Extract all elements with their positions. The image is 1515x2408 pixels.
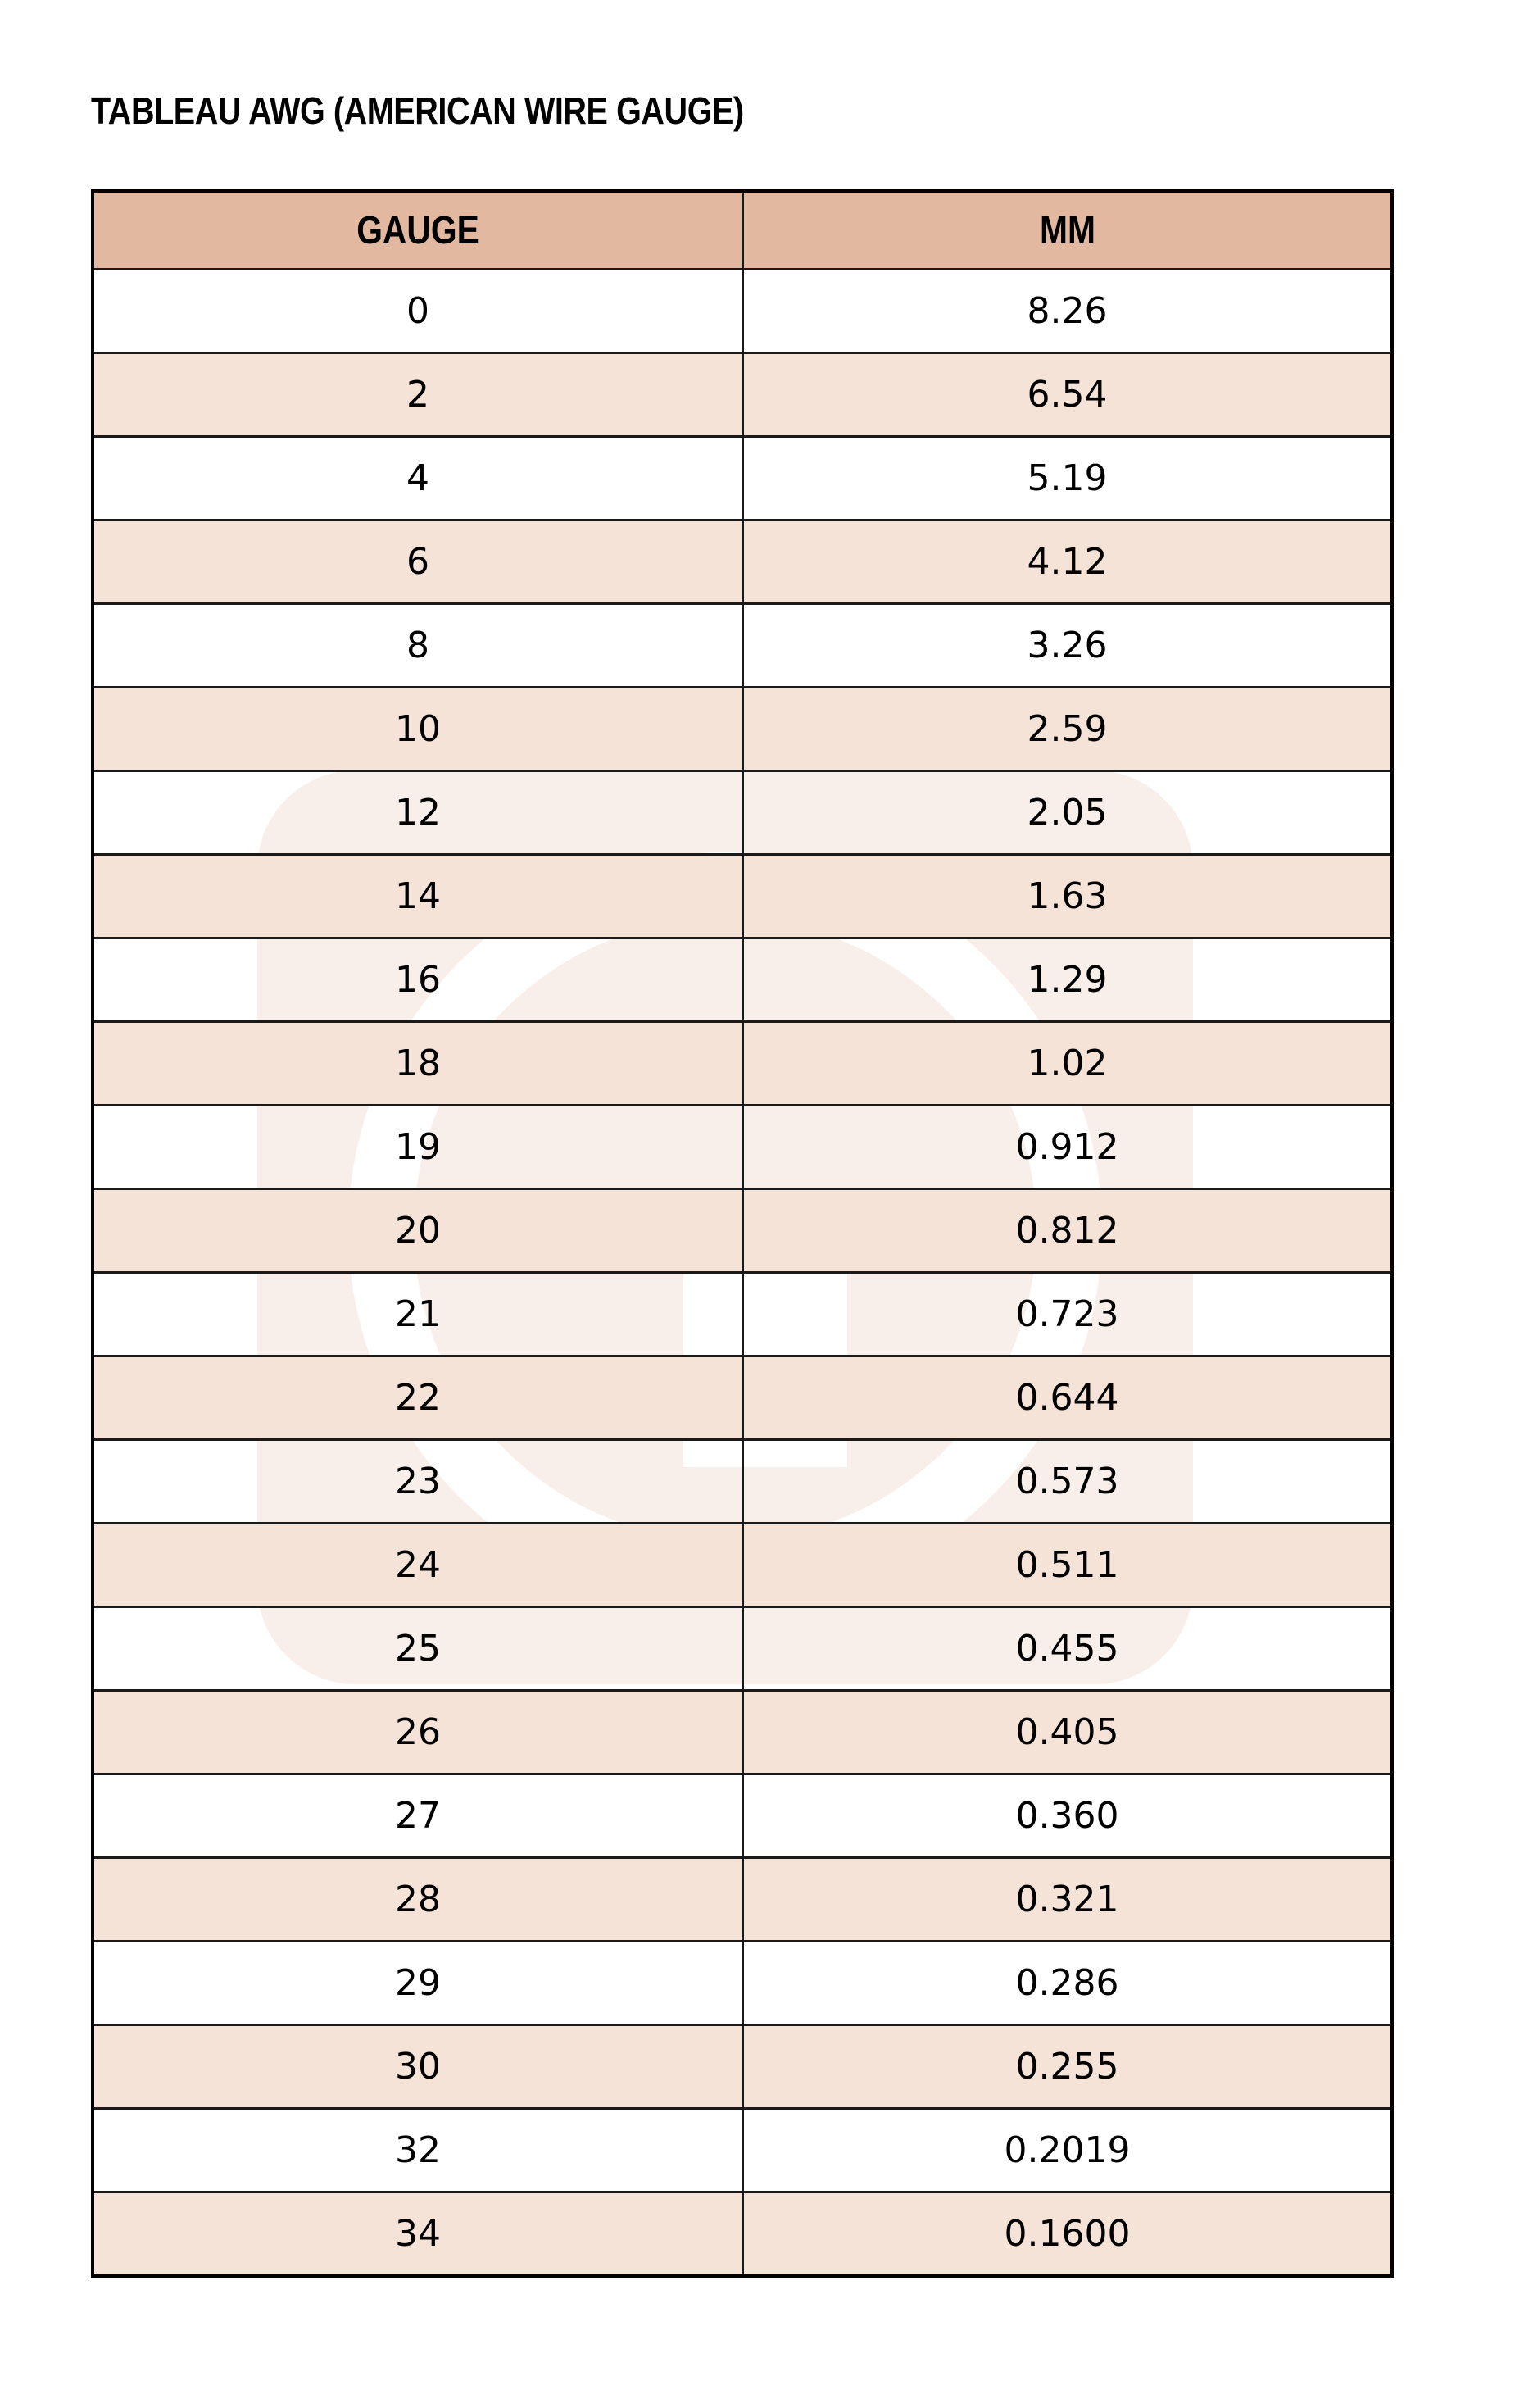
gauge-cell: 27 <box>91 1773 744 1859</box>
mm-cell: 4.12 <box>742 519 1394 605</box>
mm-cell: 0.321 <box>742 1856 1394 1942</box>
table-row: 6 4.12 <box>91 519 1394 605</box>
table-row: 4 5.19 <box>91 435 1394 521</box>
gauge-cell: 26 <box>91 1689 744 1775</box>
mm-cell: 0.255 <box>742 2024 1394 2110</box>
mm-cell: 2.05 <box>742 770 1394 856</box>
mm-cell: 1.29 <box>742 937 1394 1023</box>
gauge-cell: 4 <box>91 435 744 521</box>
mm-cell: 0.573 <box>742 1438 1394 1524</box>
header-label: GAUGE <box>356 208 479 252</box>
mm-cell: 8.26 <box>742 268 1394 354</box>
table-row: 2 6.54 <box>91 352 1394 438</box>
gauge-cell: 19 <box>91 1104 744 1190</box>
table-row: 19 0.912 <box>91 1104 1394 1190</box>
column-header-mm: MM <box>742 189 1394 270</box>
gauge-cell: 24 <box>91 1522 744 1608</box>
mm-cell: 0.2019 <box>742 2107 1394 2193</box>
mm-cell: 0.723 <box>742 1271 1394 1357</box>
table-row: 16 1.29 <box>91 937 1394 1023</box>
mm-cell: 0.405 <box>742 1689 1394 1775</box>
table-row: 23 0.573 <box>91 1438 1394 1524</box>
mm-cell: 0.1600 <box>742 2191 1394 2278</box>
mm-cell: 0.812 <box>742 1188 1394 1274</box>
mm-cell: 0.511 <box>742 1522 1394 1608</box>
mm-cell: 1.02 <box>742 1020 1394 1106</box>
table-row: 8 3.26 <box>91 602 1394 688</box>
gauge-cell: 23 <box>91 1438 744 1524</box>
table-row: 34 0.1600 <box>91 2191 1394 2278</box>
gauge-cell: 2 <box>91 352 744 438</box>
gauge-cell: 21 <box>91 1271 744 1357</box>
gauge-cell: 25 <box>91 1606 744 1692</box>
page-title: TABLEAU AWG (AMERICAN WIRE GAUGE) <box>91 89 744 132</box>
gauge-cell: 34 <box>91 2191 744 2278</box>
mm-cell: 0.912 <box>742 1104 1394 1190</box>
gauge-cell: 12 <box>91 770 744 856</box>
table-row: 14 1.63 <box>91 853 1394 939</box>
gauge-cell: 30 <box>91 2024 744 2110</box>
gauge-cell: 22 <box>91 1355 744 1441</box>
table-header-row: GAUGE MM <box>91 189 1394 270</box>
gauge-cell: 0 <box>91 268 744 354</box>
table-row: 10 2.59 <box>91 686 1394 772</box>
gauge-cell: 32 <box>91 2107 744 2193</box>
mm-cell: 3.26 <box>742 602 1394 688</box>
mm-cell: 1.63 <box>742 853 1394 939</box>
mm-cell: 0.360 <box>742 1773 1394 1859</box>
table-row: 18 1.02 <box>91 1020 1394 1106</box>
table-row: 30 0.255 <box>91 2024 1394 2110</box>
table-row: 24 0.511 <box>91 1522 1394 1608</box>
gauge-cell: 16 <box>91 937 744 1023</box>
mm-cell: 0.644 <box>742 1355 1394 1441</box>
table-row: 21 0.723 <box>91 1271 1394 1357</box>
column-header-gauge: GAUGE <box>91 189 744 270</box>
mm-cell: 6.54 <box>742 352 1394 438</box>
table-row: 27 0.360 <box>91 1773 1394 1859</box>
awg-table: GAUGE MM 0 8.26 2 6.54 4 5.19 6 4.12 8 3.26 10 2.59… <box>91 189 1394 2278</box>
gauge-cell: 29 <box>91 1940 744 2026</box>
table-row: 29 0.286 <box>91 1940 1394 2026</box>
mm-cell: 2.59 <box>742 686 1394 772</box>
table-row: 26 0.405 <box>91 1689 1394 1775</box>
gauge-cell: 20 <box>91 1188 744 1274</box>
gauge-cell: 14 <box>91 853 744 939</box>
gauge-cell: 8 <box>91 602 744 688</box>
table-row: 28 0.321 <box>91 1856 1394 1942</box>
table-row: 22 0.644 <box>91 1355 1394 1441</box>
gauge-cell: 10 <box>91 686 744 772</box>
mm-cell: 5.19 <box>742 435 1394 521</box>
table-row: 0 8.26 <box>91 268 1394 354</box>
mm-cell: 0.286 <box>742 1940 1394 2026</box>
gauge-cell: 6 <box>91 519 744 605</box>
gauge-cell: 18 <box>91 1020 744 1106</box>
table-row: 25 0.455 <box>91 1606 1394 1692</box>
table-row: 32 0.2019 <box>91 2107 1394 2193</box>
header-label: MM <box>1039 208 1095 252</box>
gauge-cell: 28 <box>91 1856 744 1942</box>
mm-cell: 0.455 <box>742 1606 1394 1692</box>
table-row: 20 0.812 <box>91 1188 1394 1274</box>
table-row: 12 2.05 <box>91 770 1394 856</box>
